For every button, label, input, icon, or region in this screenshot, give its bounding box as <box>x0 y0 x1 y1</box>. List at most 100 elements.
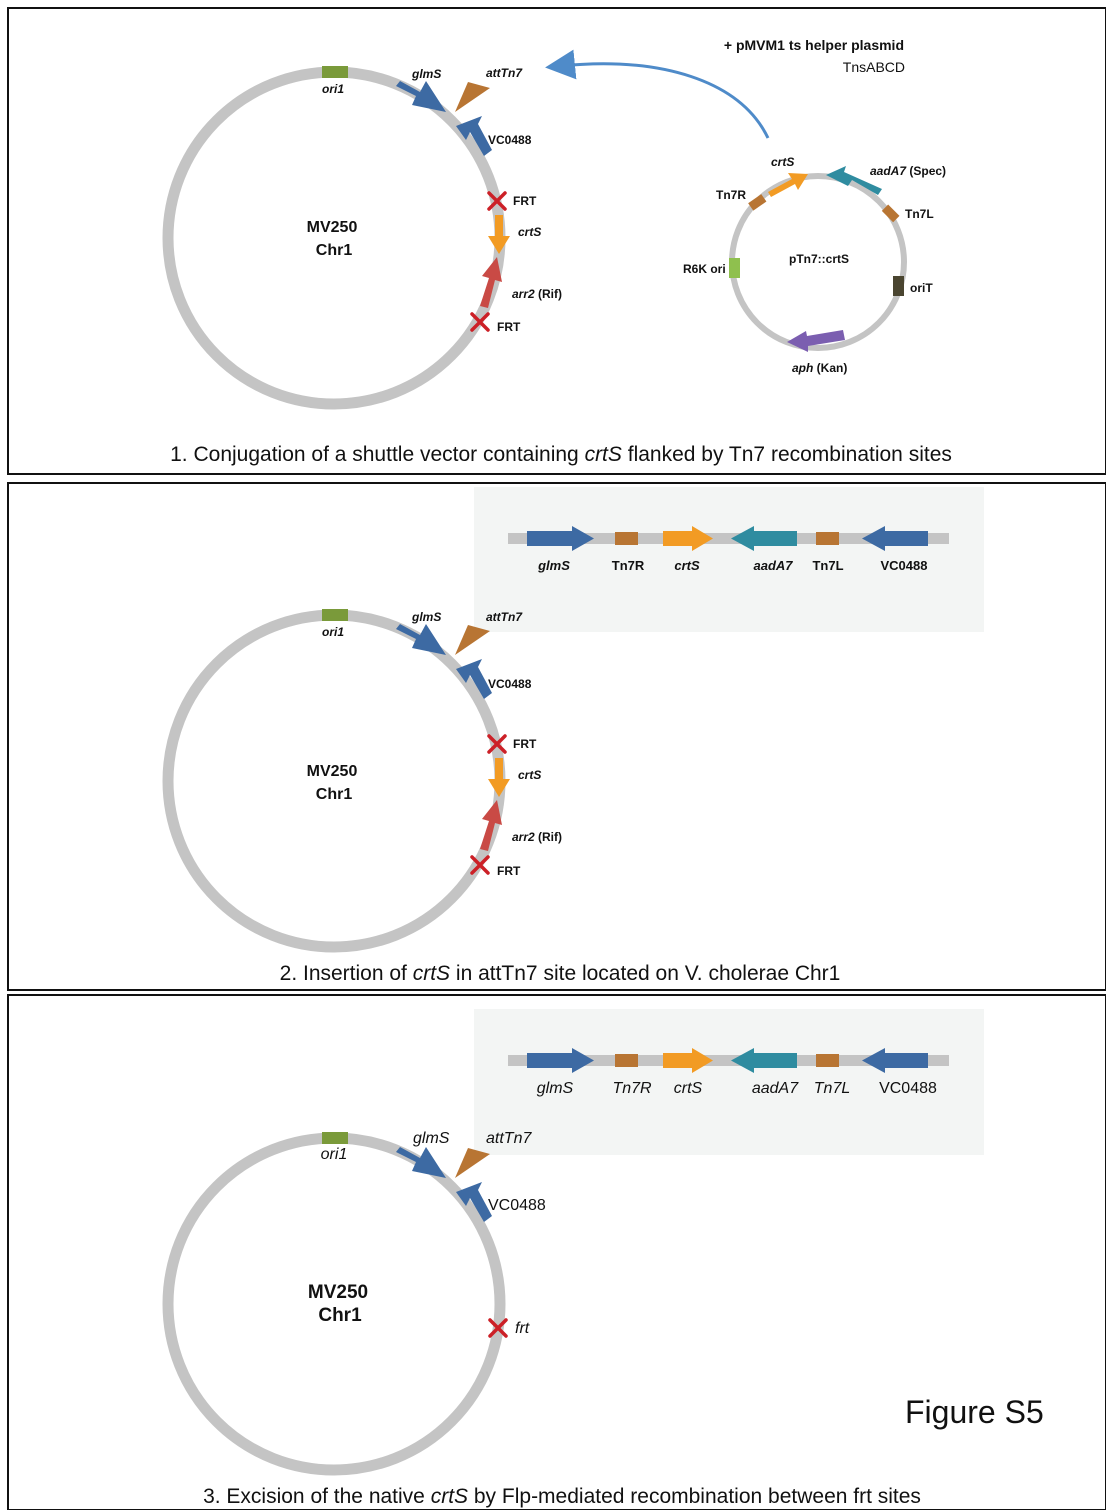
shuttle-plasmid-map: pTn7::crtS crtS aadA7 (Spec) Tn7R Tn7L R… <box>683 155 946 375</box>
insert-tn7l-label: Tn7L <box>812 558 843 573</box>
caption-gene: crtS <box>585 443 622 466</box>
vc0488-gene-arrow <box>456 116 492 156</box>
inset-background <box>474 1009 984 1155</box>
arr2-name: arr2 <box>512 287 535 301</box>
frt-site-cross <box>470 855 490 875</box>
insert-crtS-arrow <box>663 526 713 551</box>
helper-genes-label: TnsABCD <box>843 59 905 75</box>
glmS-label: glmS <box>413 1130 450 1147</box>
insert-crtS-label: crtS <box>674 558 700 573</box>
caption-gene: crtS <box>431 1485 468 1508</box>
spec-marker: (Spec) <box>906 164 946 178</box>
glmS-gene-arrow <box>396 624 446 655</box>
attTn7-label: attTn7 <box>486 1130 532 1147</box>
insert-aadA7-arrow <box>731 1048 797 1073</box>
plasmid-tn7l-label: Tn7L <box>905 207 934 221</box>
glmS-gene-arrow <box>396 81 446 112</box>
frt-site-cross <box>487 734 507 754</box>
attTn7-label: attTn7 <box>486 66 523 80</box>
inset-background <box>474 487 984 632</box>
glmS-gene-arrow <box>396 1147 446 1178</box>
vc0488-label: VC0488 <box>488 133 532 147</box>
panel-3-caption: 3. Excision of the native crtS by Flp-me… <box>203 1485 921 1508</box>
crtS-label: crtS <box>518 768 541 782</box>
insert-vc0488-label: VC0488 <box>879 1080 937 1097</box>
insert-backbone <box>508 1055 949 1066</box>
panel-1-caption: 1. Conjugation of a shuttle vector conta… <box>170 443 952 466</box>
chromosome-name: MV250 <box>308 1282 368 1303</box>
chromosome-name-2: Chr1 <box>316 242 353 259</box>
insert-tn7r-label: Tn7R <box>612 558 645 573</box>
plasmid-tn7r-label: Tn7R <box>716 188 746 202</box>
plasmid-oriT-label: oriT <box>910 281 933 295</box>
insert-vc0488-label: VC0488 <box>881 558 928 573</box>
crtS-label: crtS <box>518 225 541 239</box>
caption-text-end: by Flp-mediated recombination between fr… <box>468 1485 921 1508</box>
vc0488-gene-arrow <box>456 659 492 699</box>
insertion-inset: glmS Tn7R crtS aadA7 Tn7L VC0488 <box>474 487 984 632</box>
frt-label: frt <box>515 1320 530 1337</box>
helper-arrow <box>545 49 770 139</box>
plasmid-aadA7-label: aadA7 (Spec) <box>870 164 946 178</box>
caption-text: 2. Insertion of <box>280 962 413 985</box>
caption-text-end: flanked by Tn7 recombination sites <box>622 443 952 466</box>
plasmid-tn7r-site <box>748 194 767 211</box>
arr2-label: arr2 (Rif) <box>512 830 562 844</box>
plasmid-crtS-arrow <box>768 173 808 197</box>
insert-tn7l-label: Tn7L <box>814 1080 850 1097</box>
caption-text: 1. Conjugation of a shuttle vector conta… <box>170 443 584 466</box>
chromosome-backbone <box>162 609 506 953</box>
insert-tn7r-site <box>615 532 638 545</box>
plasmid-r6k-ori <box>729 258 740 278</box>
panel-1: MV250 Chr1 ori1 glmS attTn7 VC0488 FRT c… <box>7 7 1106 475</box>
rif-marker: (Rif) <box>535 287 562 301</box>
excision-inset: glmS Tn7R crtS aadA7 Tn7L VC0488 <box>474 1009 984 1155</box>
helper-plasmid-label: + pMVM1 ts helper plasmid <box>724 37 904 53</box>
plasmid-aadA7-arrow <box>826 166 882 195</box>
ori1-locus <box>322 1132 348 1144</box>
frt-bottom-label: FRT <box>497 864 521 878</box>
kan-marker: (Kan) <box>813 361 847 375</box>
caption-text: 3. Excision of the native <box>203 1485 431 1508</box>
insert-vc0488-arrow <box>862 526 928 551</box>
glmS-label: glmS <box>411 67 441 81</box>
chromosome-name-2: Chr1 <box>316 786 353 803</box>
attTn7-label: attTn7 <box>486 610 523 624</box>
insert-crtS-arrow <box>663 1048 713 1073</box>
insert-glmS-label: glmS <box>537 558 570 573</box>
plasmid-oriT <box>893 276 904 296</box>
plasmid-name: pTn7::crtS <box>789 252 849 266</box>
caption-gene: crtS <box>413 962 450 985</box>
attTn7-site <box>455 625 490 655</box>
insert-backbone <box>508 533 949 544</box>
frt-site-cross <box>487 191 507 211</box>
insert-aadA7-label: aadA7 <box>753 558 793 573</box>
insert-vc0488-arrow <box>862 1048 928 1073</box>
insert-glmS-arrow <box>527 1048 594 1073</box>
plasmid-r6k-label: R6K ori <box>683 262 726 276</box>
chromosome-backbone <box>162 66 506 410</box>
crtS-gene-arrow <box>488 758 510 797</box>
panel-1-frame <box>7 7 1106 475</box>
panel-2-frame <box>7 482 1106 991</box>
chromosome-map-2: MV250 Chr1 ori1 glmS attTn7 VC0488 FRT c… <box>162 609 562 953</box>
chromosome-backbone <box>162 1132 506 1476</box>
frt-site-cross <box>470 312 490 332</box>
caption-text-end: in attTn7 site located on V. cholerae Ch… <box>450 962 840 985</box>
insert-tn7l-site <box>816 1054 839 1067</box>
arr2-gene-arrow <box>480 800 502 851</box>
insert-aadA7-arrow <box>731 526 797 551</box>
ori1-label: ori1 <box>322 625 344 639</box>
panel-2: glmS Tn7R crtS aadA7 Tn7L VC0488 MV250 C… <box>7 482 1106 991</box>
insert-tn7r-label: Tn7R <box>612 1080 652 1097</box>
chromosome-name: MV250 <box>307 763 358 780</box>
vc0488-label: VC0488 <box>488 677 532 691</box>
insert-tn7l-site <box>816 532 839 545</box>
panel-3-frame <box>7 994 1106 1510</box>
frt-top-label: FRT <box>513 737 537 751</box>
aph-name: aph <box>792 361 813 375</box>
vc0488-gene-arrow <box>456 1182 492 1222</box>
arr2-name: arr2 <box>512 830 535 844</box>
crtS-gene-arrow <box>488 215 510 254</box>
